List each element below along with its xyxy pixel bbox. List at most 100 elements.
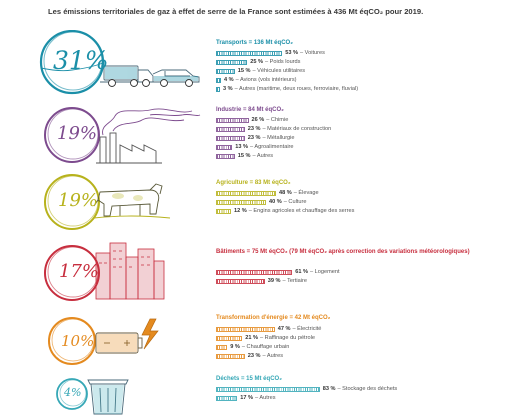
breakdown-row: 39 % – Tertiaire xyxy=(216,277,307,285)
sector-percent: 19% xyxy=(57,123,98,144)
breakdown-bar xyxy=(216,353,245,359)
breakdown-bar xyxy=(216,135,245,141)
breakdown-row: 13 % – Agroalimentaire xyxy=(216,143,294,151)
breakdown-row: 25 % – Poids lourds xyxy=(216,58,300,66)
breakdown-row: 53 % – Voitures xyxy=(216,49,325,57)
breakdown-bar xyxy=(216,153,235,159)
breakdown-bar xyxy=(216,344,228,350)
breakdown-bar xyxy=(216,59,248,65)
breakdown-bar xyxy=(216,386,320,392)
breakdown-percent: 53 % xyxy=(285,50,298,56)
transport-vehicles-illustration xyxy=(39,30,200,95)
sector-title: Bâtiments = 75 Mt éqCO₂ (79 Mt éqCO₂ apr… xyxy=(216,249,470,255)
sector-percent: 4% xyxy=(64,386,82,399)
breakdown-percent: 25 % xyxy=(250,59,263,65)
breakdown-row: 3 % – Autres (maritime, deux roues, ferr… xyxy=(216,85,358,93)
breakdown-row: 23 % – Autres xyxy=(216,352,283,360)
breakdown-percent: 39 % xyxy=(267,278,281,284)
breakdown-bar xyxy=(216,86,220,92)
breakdown-percent: 15 % xyxy=(237,153,251,159)
factory-illustration xyxy=(44,107,201,164)
breakdown-percent: 83 % xyxy=(322,386,336,392)
breakdown-label: – Chimie xyxy=(266,117,289,123)
breakdown-label: – Raffinage du pétrole xyxy=(260,335,315,341)
breakdown-percent: 23 % xyxy=(247,135,261,141)
breakdown-label: – Poids lourds xyxy=(265,59,301,65)
breakdown-percent: 48 % xyxy=(279,190,292,196)
breakdown-label: – Agroalimentaire xyxy=(250,144,294,150)
breakdown-percent: 23 % xyxy=(247,126,261,132)
breakdown-percent: 47 % xyxy=(277,326,291,332)
breakdown-row: 23 % – Métallurgie xyxy=(216,134,295,142)
breakdown-label: – Logement xyxy=(310,269,340,275)
breakdown-row: 47 % – Électricité xyxy=(216,325,321,333)
breakdown-percent: 3 % xyxy=(223,86,233,92)
page-title: Les émissions territoriales de gaz à eff… xyxy=(48,7,424,16)
breakdown-label: – Matériaux de construction xyxy=(262,126,332,132)
cow-illustration xyxy=(44,174,171,230)
breakdown-bar xyxy=(216,335,243,341)
sector-title: Agriculture = 83 Mt éqCO₂ xyxy=(216,180,291,186)
sector-percent: 31% xyxy=(53,46,109,75)
breakdown-label: – Autres (maritime, deux roues, ferrovia… xyxy=(234,86,359,92)
battery-lightning-illustration xyxy=(48,317,159,365)
breakdown-row: 15 % – Véhicules utilitaires xyxy=(216,67,305,75)
breakdown-label: – Élevage xyxy=(293,190,319,196)
breakdown-label: – Avions (vols intérieurs) xyxy=(235,77,297,83)
breakdown-label: – Autres xyxy=(255,395,276,401)
breakdown-label: – Stockage des déchets xyxy=(337,386,398,392)
breakdown-percent: 13 % xyxy=(235,144,248,150)
breakdown-label: – Chauffage urbain xyxy=(241,344,290,350)
breakdown-label: – Autres xyxy=(262,353,284,359)
breakdown-bar xyxy=(216,126,245,132)
breakdown-row: 15 % – Autres xyxy=(216,152,273,160)
breakdown-row: 40 % – Culture xyxy=(216,198,306,206)
breakdown-label: – Tertiaire xyxy=(282,278,307,284)
sector-agriculture: 19% Agriculture = 83 Mt éqCO₂ 48 % – Éle… xyxy=(0,172,523,234)
breakdown-bar xyxy=(216,77,221,83)
breakdown-percent: 12 % xyxy=(234,208,247,214)
breakdown-percent: 21 % xyxy=(245,335,258,341)
sector-transports: 31% Transports = 136 Mt éqCO₂ 53 % – Voi… xyxy=(0,30,523,100)
breakdown-bar xyxy=(216,278,265,284)
breakdown-bar xyxy=(216,395,238,401)
breakdown-percent: 26 % xyxy=(251,117,265,123)
breakdown-bar xyxy=(216,50,283,56)
breakdown-percent: 9 % xyxy=(230,344,240,350)
sector-title: Déchets = 15 Mt éqCO₂ xyxy=(216,376,282,382)
sector-title: Transports = 136 Mt éqCO₂ xyxy=(216,40,293,46)
breakdown-label: – Culture xyxy=(283,199,307,205)
breakdown-row: 21 % – Raffinage du pétrole xyxy=(216,334,315,342)
breakdown-label: – Engins agricoles et chauffage des serr… xyxy=(248,208,355,214)
breakdown-row: 9 % – Chauffage urbain xyxy=(216,343,289,351)
breakdown-percent: 61 % xyxy=(295,269,308,275)
breakdown-percent: 17 % xyxy=(240,395,253,401)
breakdown-row: 4 % – Avions (vols intérieurs) xyxy=(216,76,296,84)
sector-dechets: 4% Déchets = 15 Mt éqCO₂ 83 % – Stockage… xyxy=(0,370,523,415)
sector-transformation-energie: 10% Transformation d'énergie = 42 Mt éqC… xyxy=(0,307,523,369)
sector-title: Transformation d'énergie = 42 Mt éqCO₂ xyxy=(216,315,331,321)
breakdown-bar xyxy=(216,117,249,123)
breakdown-percent: 23 % xyxy=(247,353,261,359)
breakdown-row: 26 % – Chimie xyxy=(216,116,288,124)
breakdown-label: – Électricité xyxy=(292,326,322,332)
breakdown-row: 48 % – Élevage xyxy=(216,189,319,197)
breakdown-bar xyxy=(216,326,275,332)
breakdown-row: 23 % – Matériaux de construction xyxy=(216,125,331,133)
breakdown-label: – Autres xyxy=(252,153,274,159)
breakdown-row: 12 % – Engins agricoles et chauffage des… xyxy=(216,207,354,215)
breakdown-bar xyxy=(216,199,266,205)
trash-bin-illustration xyxy=(56,378,129,415)
breakdown-label: – Métallurgie xyxy=(262,135,295,141)
breakdown-bar xyxy=(216,144,233,150)
breakdown-bar xyxy=(216,208,231,214)
sector-percent: 19% xyxy=(58,190,99,211)
breakdown-percent: 15 % xyxy=(237,68,251,74)
breakdown-row: 17 % – Autres xyxy=(216,394,276,402)
buildings-illustration xyxy=(44,242,165,301)
breakdown-bar xyxy=(216,269,293,275)
sector-batiments: 17% Bâtiments = 75 Mt éqCO₂ (79 Mt éqCO₂… xyxy=(0,237,523,303)
breakdown-row: 83 % – Stockage des déchets xyxy=(216,385,397,393)
breakdown-bar xyxy=(216,68,235,74)
breakdown-label: – Voitures xyxy=(300,50,325,56)
